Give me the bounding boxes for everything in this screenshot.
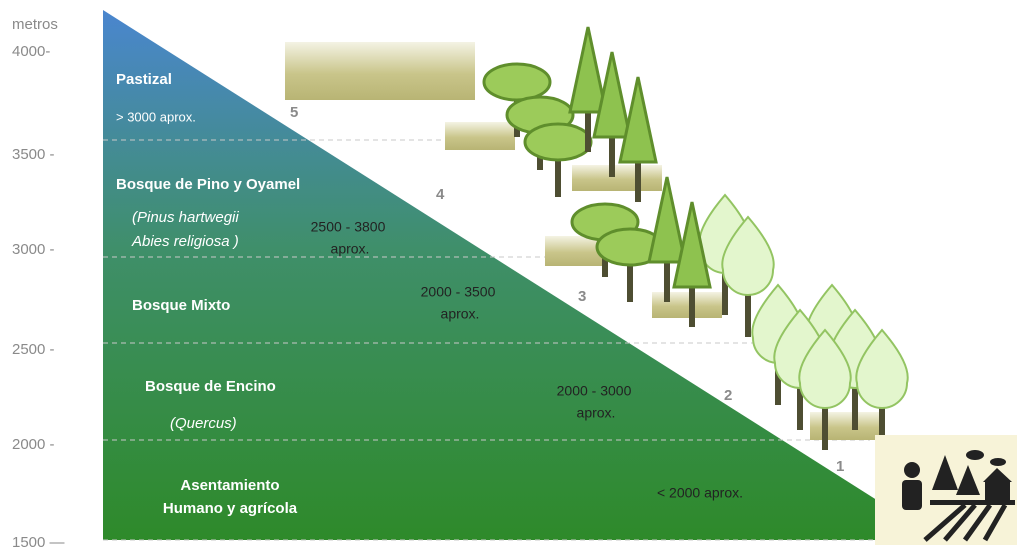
zone-species: (Quercus): [170, 415, 237, 432]
axis-unit: metros: [12, 16, 58, 33]
zone-name: Asentamiento: [180, 477, 279, 494]
zone-name: Humano y agrícola: [163, 500, 298, 517]
vegetation: [285, 25, 909, 451]
zone-name: Bosque de Pino y Oyamel: [116, 176, 300, 193]
zone-range: aprox.: [577, 405, 616, 421]
axis-label: 2000 -: [12, 436, 55, 453]
zone-range: > 3000 aprox.: [116, 109, 196, 124]
zone-species: (Pinus hartwegii: [132, 209, 239, 226]
elevation-triangle: [103, 10, 940, 540]
zone-range: aprox.: [441, 306, 480, 322]
zone-number: 1: [836, 458, 844, 475]
zone-name: Pastizal: [116, 71, 172, 88]
zone-range: 2000 - 3500: [421, 284, 496, 300]
axis-label: 2500 -: [12, 341, 55, 358]
zone-number: 5: [290, 104, 298, 121]
zone-number: 4: [436, 186, 445, 203]
zone-name: Bosque Mixto: [132, 297, 230, 314]
zone-range: 2000 - 3000: [557, 383, 632, 399]
axis-label: 4000-: [12, 43, 50, 60]
zone-range: aprox.: [331, 241, 370, 257]
zone-range: 2500 - 3800: [311, 219, 386, 235]
zone-range: < 2000 aprox.: [657, 485, 743, 501]
axis-label: 3500 -: [12, 146, 55, 163]
farm-icon: [875, 435, 1017, 545]
zone-number: 2: [724, 387, 732, 404]
axis-label: 3000 -: [12, 241, 55, 258]
zone-number: 3: [578, 288, 586, 305]
axis-label: 1500 —: [12, 534, 65, 550]
zone-name: Bosque de Encino: [145, 378, 276, 395]
zone-species: Abies religiosa ): [131, 233, 239, 250]
